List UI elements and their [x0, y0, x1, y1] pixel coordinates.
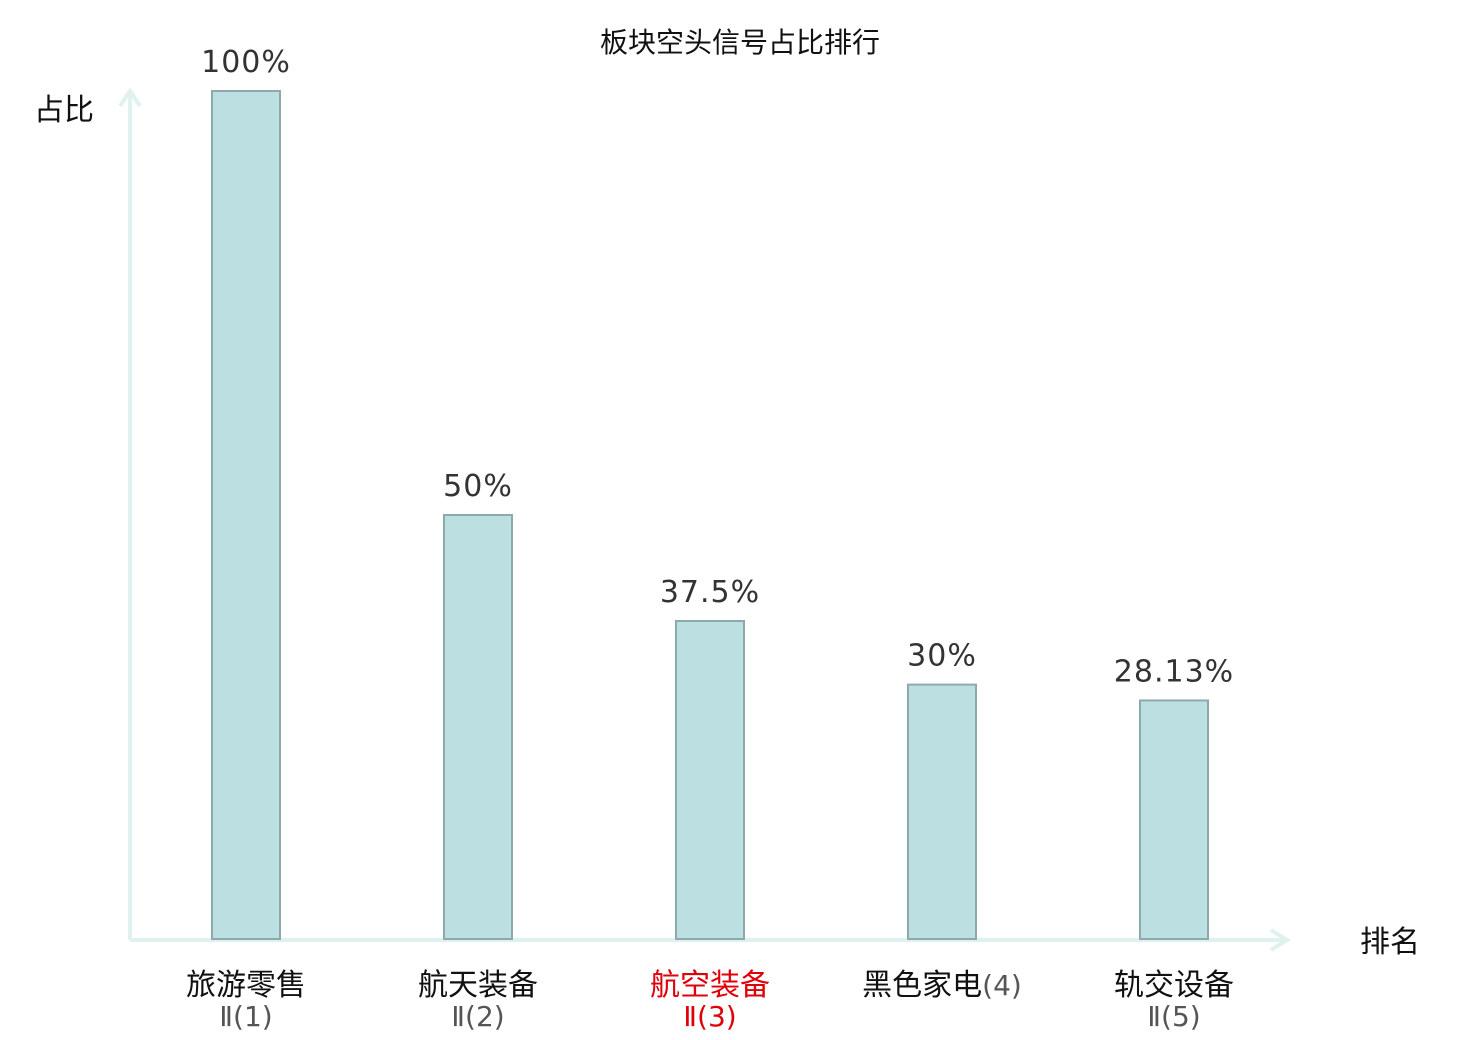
bar — [675, 620, 745, 940]
category-label: 航空装备 — [650, 968, 770, 1003]
bars-group — [211, 90, 1209, 940]
bar — [1139, 699, 1209, 940]
bar — [443, 514, 513, 940]
bar-value-label: 100% — [201, 45, 291, 80]
category-label: 轨交设备 — [1114, 968, 1234, 1003]
value-labels-group: 100% 50% 37.5% 30% 28.13% — [201, 45, 1234, 689]
category-label-suffix: Ⅱ(1) — [219, 1000, 272, 1033]
bar — [907, 683, 977, 940]
x-axis-label: 排名 — [1360, 925, 1420, 960]
category-label-suffix: Ⅱ(3) — [683, 1000, 736, 1033]
y-axis-label: 占比 — [34, 93, 94, 128]
bar — [211, 90, 281, 940]
y-axis-arrow — [118, 87, 142, 108]
category-label-suffix: Ⅱ(2) — [451, 1000, 504, 1033]
category-label-suffix: Ⅱ(5) — [1147, 1000, 1200, 1033]
category-label: 旅游零售 — [186, 968, 306, 1003]
bar-value-label: 28.13% — [1114, 654, 1234, 689]
bar-value-label: 30% — [907, 639, 977, 674]
x-axis-arrow — [1269, 928, 1291, 952]
category-label: 航天装备 — [418, 968, 538, 1003]
chart-title: 板块空头信号占比排行 — [600, 26, 880, 59]
bar-value-label: 37.5% — [660, 575, 760, 610]
category-label: 黑色家电(4) — [862, 968, 1022, 1003]
bar-value-label: 50% — [443, 469, 513, 504]
